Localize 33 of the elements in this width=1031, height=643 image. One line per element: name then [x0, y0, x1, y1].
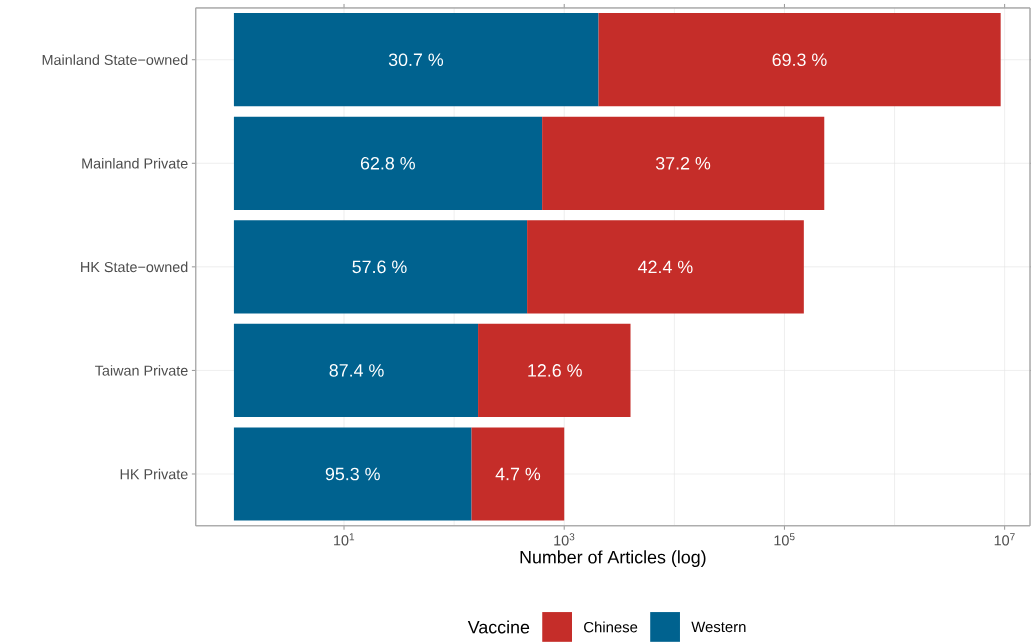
annotation: 37.2 %	[655, 157, 711, 170]
annotation: 42.4 %	[638, 260, 693, 274]
bar	[598, 13, 1001, 107]
bar	[233, 427, 472, 521]
annotation: 62.8 %	[360, 157, 415, 170]
annotation: 87.4 %	[329, 364, 384, 377]
bar	[233, 220, 528, 314]
bar	[471, 427, 565, 521]
x-tick-label: 10$^{1}$	[334, 533, 355, 546]
y-tick-label: HK Private	[120, 468, 188, 480]
y-tick-label: Mainland Private	[82, 158, 188, 169]
legend-label: Western	[691, 621, 746, 633]
x-tick-label: 10$^{3}$	[554, 533, 575, 546]
y-tick-label: HK State−owned	[81, 261, 188, 273]
annotation: 12.6 %	[528, 364, 582, 377]
x-tick-label: 10$^{5}$	[774, 533, 795, 546]
annotation: 69.3 %	[772, 53, 827, 67]
legend-label: Chinese	[584, 621, 638, 633]
annotation: 30.7 %	[388, 53, 444, 67]
x-axis-title: Number of Articles (log)	[520, 550, 706, 568]
annotation: 95.3 %	[325, 467, 380, 481]
annotation: 4.7 %	[495, 467, 541, 481]
bar	[478, 323, 631, 418]
annotation: 57.6 %	[352, 260, 407, 274]
bar	[233, 13, 599, 107]
bar	[233, 116, 543, 210]
bar	[542, 116, 825, 210]
bar	[233, 323, 479, 418]
x-tick-label: 10$^{7}$	[994, 533, 1015, 546]
y-tick-label: Mainland State−owned	[42, 54, 188, 66]
legend-title: Vaccine	[467, 620, 530, 634]
y-tick-label: Taiwan Private	[95, 365, 188, 376]
bar	[527, 220, 804, 314]
